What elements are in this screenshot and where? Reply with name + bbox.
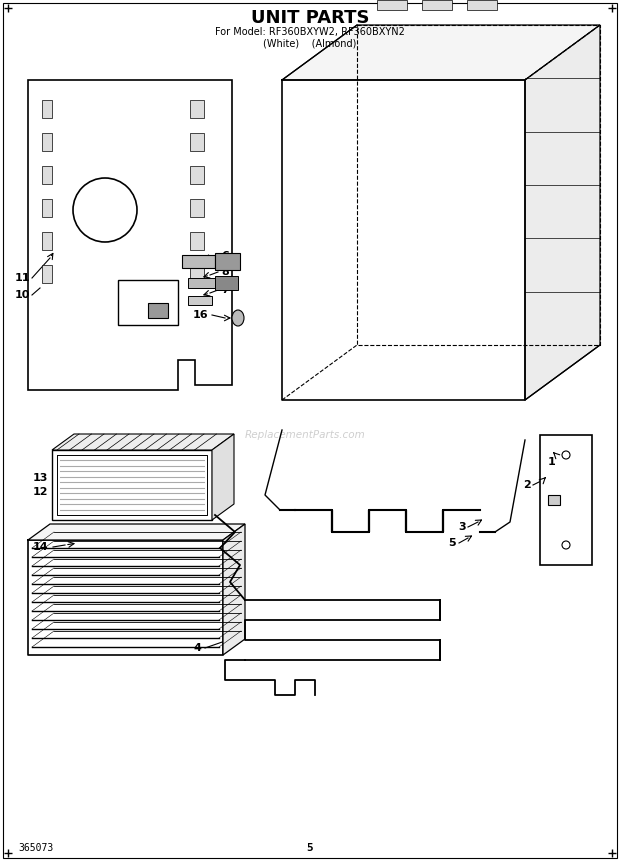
Text: 12: 12	[32, 487, 48, 497]
Text: 4: 4	[193, 643, 201, 653]
Polygon shape	[282, 25, 600, 80]
Polygon shape	[190, 133, 204, 151]
Polygon shape	[182, 255, 215, 268]
Text: 5: 5	[307, 843, 313, 853]
Polygon shape	[190, 232, 204, 250]
Text: 3: 3	[458, 522, 466, 532]
Polygon shape	[190, 199, 204, 217]
Text: (White)    (Almond): (White) (Almond)	[264, 39, 356, 49]
Polygon shape	[28, 80, 232, 390]
Polygon shape	[548, 495, 560, 505]
Bar	[118, 280, 178, 325]
Polygon shape	[215, 253, 240, 270]
Text: UNIT PARTS: UNIT PARTS	[250, 9, 370, 27]
Text: 14: 14	[32, 542, 48, 552]
Polygon shape	[377, 0, 407, 10]
Polygon shape	[223, 524, 245, 655]
Ellipse shape	[232, 310, 244, 326]
Polygon shape	[525, 25, 600, 400]
Polygon shape	[422, 0, 452, 10]
Polygon shape	[540, 435, 592, 565]
Polygon shape	[42, 166, 52, 184]
Text: 13: 13	[32, 473, 48, 483]
Text: 16: 16	[192, 310, 208, 320]
Text: 8: 8	[221, 267, 229, 277]
Text: 2: 2	[523, 480, 531, 490]
Polygon shape	[52, 450, 212, 520]
Polygon shape	[190, 100, 204, 118]
Polygon shape	[215, 276, 238, 290]
Text: 10: 10	[14, 290, 30, 300]
Polygon shape	[28, 524, 245, 540]
Polygon shape	[42, 199, 52, 217]
Polygon shape	[188, 296, 212, 305]
Text: 5: 5	[448, 538, 456, 548]
Polygon shape	[190, 166, 204, 184]
Text: 1: 1	[548, 457, 556, 467]
Bar	[148, 303, 168, 318]
Text: 6: 6	[221, 251, 229, 261]
Text: 365073: 365073	[18, 843, 53, 853]
Polygon shape	[42, 100, 52, 118]
Text: 7: 7	[221, 285, 229, 295]
Polygon shape	[52, 434, 234, 450]
Polygon shape	[188, 278, 215, 288]
Polygon shape	[190, 265, 204, 283]
Polygon shape	[212, 434, 234, 520]
Text: ReplacementParts.com: ReplacementParts.com	[245, 430, 365, 440]
Polygon shape	[467, 0, 497, 10]
Polygon shape	[42, 133, 52, 151]
Polygon shape	[42, 232, 52, 250]
Polygon shape	[42, 265, 52, 283]
Text: For Model: RF360BXYW2, RF360BXYN2: For Model: RF360BXYW2, RF360BXYN2	[215, 27, 405, 37]
Text: 11: 11	[14, 273, 30, 283]
